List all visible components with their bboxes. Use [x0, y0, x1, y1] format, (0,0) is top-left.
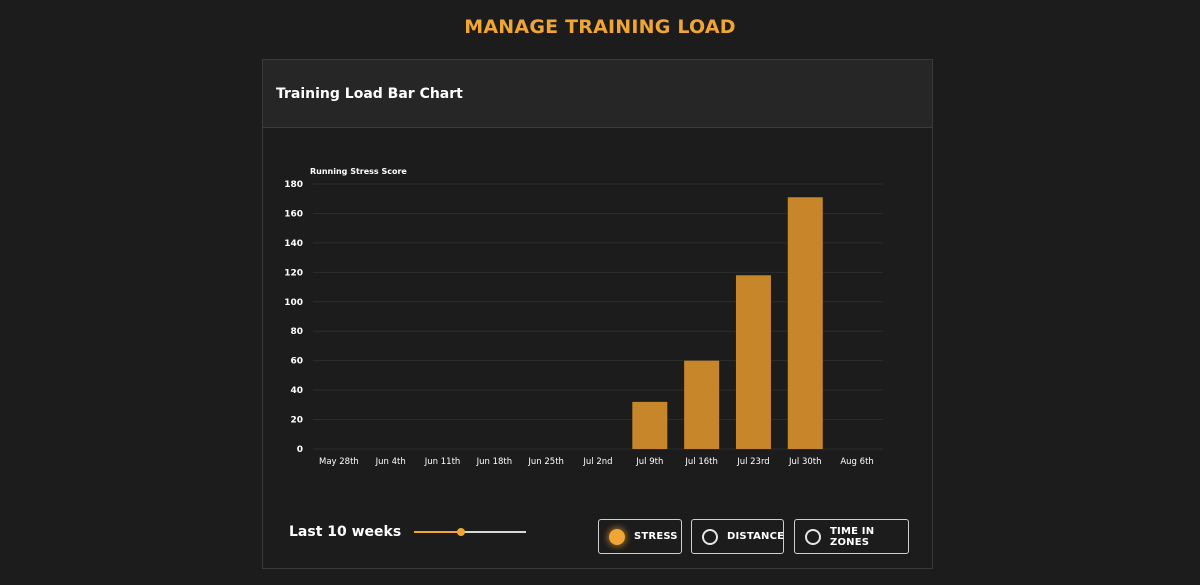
card-title: Training Load Bar Chart: [276, 85, 463, 102]
y-tick-label: 160: [284, 209, 303, 219]
x-tick-label: Jun 4th: [375, 457, 406, 467]
radio-unselected-icon: [805, 528, 821, 545]
x-tick-label: Jun 25th: [527, 457, 564, 467]
y-tick-label: 20: [290, 416, 303, 426]
bar-jul-16th[interactable]: [684, 360, 720, 449]
distance-option-label: DISTANCE: [727, 531, 785, 542]
y-tick-label: 40: [290, 386, 303, 396]
x-axis-ticks: May 28th Jun 4th Jun 11th Jun 18th Jun 25th J…: [319, 457, 874, 467]
y-axis-ticks: 0 20 40 60 80 100 120 140 160 180: [284, 180, 303, 455]
y-tick-label: 120: [284, 268, 303, 278]
bar-jul-9th[interactable]: [632, 401, 668, 449]
x-tick-label: Jun 11th: [424, 457, 461, 467]
bar-chart: Running Stress Score 0 20 40 60 80 100 120 140 1…: [263, 129, 932, 469]
chart-controls: Last 10 weeks STRESS DISTANCE TIME IN ZO…: [263, 516, 932, 556]
slider-track[interactable]: [414, 531, 526, 533]
x-tick-label: Aug 6th: [840, 457, 873, 467]
y-tick-label: 0: [297, 445, 303, 455]
x-tick-label: Jun 18th: [476, 457, 513, 467]
slider-thumb[interactable]: [457, 528, 466, 536]
card-header: Training Load Bar Chart: [263, 60, 932, 128]
stress-option-label: STRESS: [634, 531, 678, 542]
y-tick-label: 60: [290, 357, 303, 367]
y-tick-label: 80: [290, 327, 303, 337]
bar-jul-30th[interactable]: [787, 197, 823, 449]
x-tick-label: Jul 2nd: [582, 457, 612, 467]
x-tick-label: Jul 16th: [684, 457, 718, 467]
bar-jul-23rd[interactable]: [735, 275, 771, 449]
bar-chart-svg: Running Stress Score 0 20 40 60 80 100 120 140 1…: [284, 167, 883, 467]
training-load-card: Training Load Bar Chart Running Stress S…: [262, 59, 933, 569]
grid-lines: [313, 183, 883, 450]
x-tick-label: Jul 30th: [788, 457, 822, 467]
y-axis-title: Running Stress Score: [310, 167, 407, 176]
radio-selected-icon: [609, 528, 625, 545]
y-tick-label: 180: [284, 180, 303, 190]
range-label: Last 10 weeks: [289, 524, 402, 540]
x-tick-label: May 28th: [319, 457, 359, 467]
time-in-zones-option-label: TIME IN ZONES: [830, 525, 875, 548]
x-tick-label: Jul 9th: [635, 457, 663, 467]
time-in-zones-option-button[interactable]: TIME IN ZONES: [794, 519, 909, 554]
y-tick-label: 140: [284, 239, 303, 249]
x-tick-label: Jul 23rd: [736, 457, 770, 467]
distance-option-button[interactable]: DISTANCE: [691, 519, 784, 554]
radio-unselected-icon: [702, 528, 718, 545]
page-title: MANAGE TRAINING LOAD: [464, 16, 736, 38]
bars: [632, 197, 823, 449]
range-slider[interactable]: [414, 526, 526, 538]
y-tick-label: 100: [284, 298, 303, 308]
stress-option-button[interactable]: STRESS: [598, 519, 682, 554]
slider-fill: [414, 531, 462, 533]
